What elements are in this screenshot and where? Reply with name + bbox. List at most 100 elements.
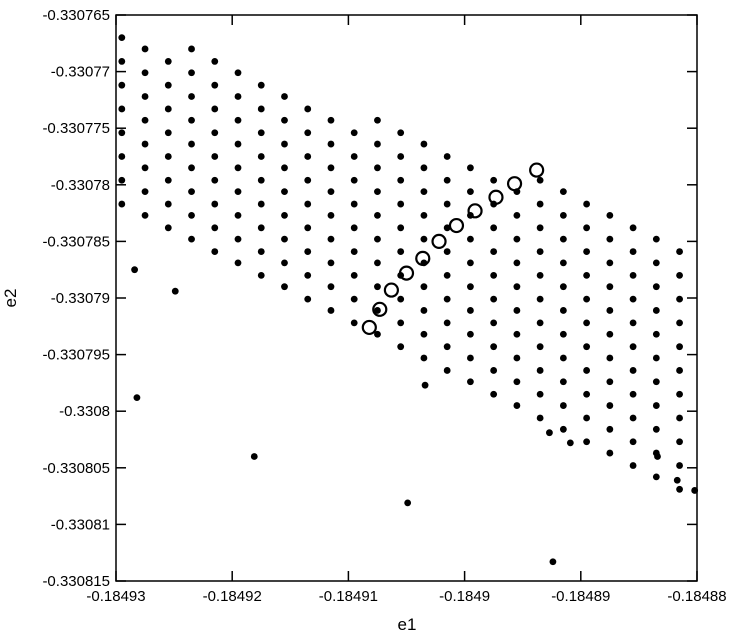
point xyxy=(133,394,141,402)
point xyxy=(559,330,567,338)
point xyxy=(188,164,195,172)
point xyxy=(606,235,614,243)
point xyxy=(559,283,567,291)
point xyxy=(327,283,335,291)
point xyxy=(234,116,242,124)
y-tick-label: -0.330775 xyxy=(42,120,110,137)
point xyxy=(374,116,381,124)
point xyxy=(513,307,521,314)
point xyxy=(257,176,265,184)
point xyxy=(118,81,126,89)
point xyxy=(629,271,637,279)
point xyxy=(118,129,126,137)
point xyxy=(420,211,428,219)
point xyxy=(188,93,195,100)
point xyxy=(257,271,265,279)
point xyxy=(171,287,179,295)
point xyxy=(281,283,288,291)
point xyxy=(536,224,544,232)
open-point xyxy=(448,217,465,234)
plot-frame xyxy=(115,14,698,582)
point xyxy=(443,367,451,374)
point xyxy=(327,211,335,219)
point xyxy=(443,271,451,279)
point xyxy=(281,259,288,267)
point xyxy=(536,271,544,279)
point xyxy=(652,235,660,243)
point xyxy=(583,319,591,327)
point xyxy=(559,259,567,267)
point xyxy=(164,224,172,232)
point xyxy=(606,354,614,362)
point xyxy=(606,283,614,291)
point xyxy=(374,164,381,172)
x-tick-label: -0.18489 xyxy=(551,588,610,605)
point xyxy=(118,58,126,65)
point xyxy=(629,319,637,327)
point xyxy=(652,259,660,267)
point xyxy=(164,176,172,184)
point xyxy=(513,330,521,338)
point xyxy=(583,343,591,351)
open-point xyxy=(467,203,483,219)
point xyxy=(559,354,567,362)
point xyxy=(467,259,474,267)
point xyxy=(652,307,660,314)
point xyxy=(629,390,637,398)
point xyxy=(281,188,288,195)
x-axis-label: e1 xyxy=(398,615,417,634)
point xyxy=(583,438,591,446)
point xyxy=(652,425,660,433)
point xyxy=(583,200,591,208)
point xyxy=(467,354,474,362)
point xyxy=(676,248,683,255)
point xyxy=(164,200,172,208)
point xyxy=(164,81,172,89)
point xyxy=(559,402,567,409)
point xyxy=(420,188,428,195)
point xyxy=(420,283,428,291)
point xyxy=(281,164,288,172)
point xyxy=(652,378,660,386)
point xyxy=(141,211,149,219)
point xyxy=(141,140,149,148)
point xyxy=(513,259,521,267)
point xyxy=(234,140,242,148)
y-tick-label: -0.330795 xyxy=(42,347,110,364)
point xyxy=(420,307,428,314)
point xyxy=(676,438,683,446)
point xyxy=(490,295,498,303)
point xyxy=(350,271,358,279)
point xyxy=(404,499,412,507)
point xyxy=(559,425,567,433)
open-point xyxy=(488,189,504,205)
point xyxy=(211,58,219,65)
point xyxy=(676,390,683,398)
point xyxy=(304,224,312,232)
point xyxy=(652,354,660,362)
point xyxy=(676,343,683,351)
point xyxy=(443,153,451,160)
point xyxy=(374,188,381,195)
point xyxy=(281,211,288,219)
point xyxy=(118,176,126,184)
point xyxy=(118,34,126,42)
point xyxy=(211,224,219,232)
point xyxy=(629,462,637,469)
point xyxy=(443,224,451,232)
point xyxy=(676,295,683,303)
point xyxy=(397,343,405,351)
y-tick-label: -0.3308 xyxy=(59,403,110,420)
point xyxy=(676,367,683,374)
point xyxy=(676,485,683,493)
point xyxy=(606,259,614,267)
point xyxy=(374,307,381,314)
x-tick-label: -0.18493 xyxy=(86,588,145,605)
point xyxy=(566,439,574,447)
point xyxy=(188,211,195,219)
point xyxy=(304,153,312,160)
point xyxy=(234,259,242,267)
point xyxy=(490,224,498,232)
point xyxy=(549,558,557,566)
point xyxy=(629,438,637,446)
